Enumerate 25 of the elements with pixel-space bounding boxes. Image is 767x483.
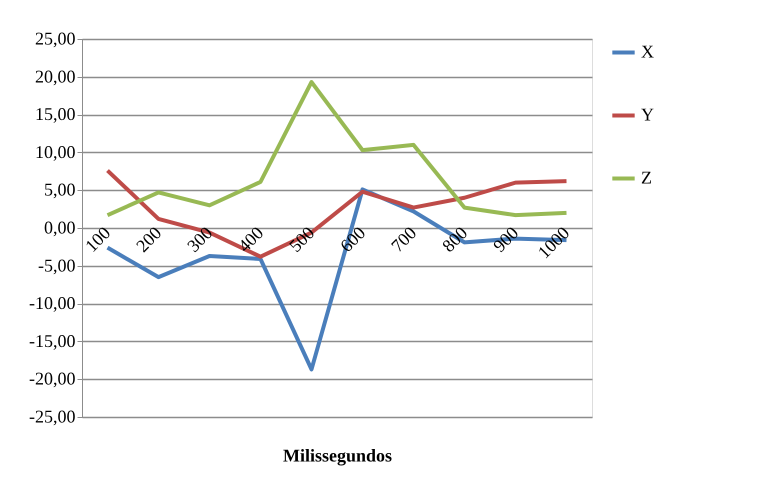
x-tick-label: 800 <box>438 222 472 256</box>
x-tick-label: 400 <box>234 222 268 256</box>
x-tick-label: 100 <box>81 222 114 256</box>
y-tick-label: 25,00 <box>35 28 76 48</box>
x-tick-label: 700 <box>387 222 420 256</box>
y-tick-label: 20,00 <box>35 66 76 86</box>
y-tick-label: 0,00 <box>44 218 76 238</box>
y-tick-label: -25,00 <box>29 406 76 426</box>
x-tick-label: 500 <box>285 222 318 256</box>
y-tick-label: -15,00 <box>29 330 76 351</box>
x-tick-label: 200 <box>132 222 166 256</box>
x-tick-label: 900 <box>489 222 522 256</box>
y-tick-label: -10,00 <box>29 293 76 314</box>
y-tick-label: -20,00 <box>29 368 76 389</box>
x-axis-title: Milissegundos <box>282 446 392 466</box>
y-tick-label: 5,00 <box>44 180 76 200</box>
legend-label: X <box>641 42 654 62</box>
line-series <box>106 80 568 218</box>
legend-label: Y <box>641 104 654 124</box>
legend-label: Z <box>641 168 652 188</box>
x-tick-label: 300 <box>183 222 216 256</box>
x-tick-label: 600 <box>336 222 370 256</box>
y-tick-label: 10,00 <box>35 142 76 162</box>
y-tick-label: -5,00 <box>38 255 76 276</box>
y-tick-label: 15,00 <box>35 104 76 124</box>
